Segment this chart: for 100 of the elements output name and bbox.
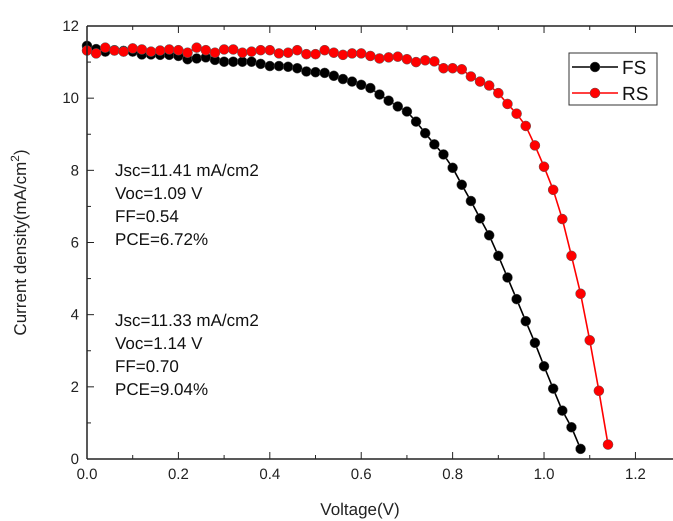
point xyxy=(328,47,340,58)
point xyxy=(191,53,202,64)
point xyxy=(520,120,531,132)
point xyxy=(338,74,348,84)
point xyxy=(575,288,586,299)
point xyxy=(210,47,220,58)
y-tick-label: 2 xyxy=(70,378,79,396)
point xyxy=(447,162,458,174)
point xyxy=(374,89,385,100)
point xyxy=(173,44,184,56)
x-tick-label: 0.6 xyxy=(350,466,372,483)
point xyxy=(346,76,358,87)
point xyxy=(456,64,468,75)
x-axis-title: Voltage(V) xyxy=(320,500,400,519)
point xyxy=(346,48,358,59)
x-tick-label: 0.8 xyxy=(442,466,464,483)
point xyxy=(511,294,522,304)
annotation: Jsc=11.33 mA/cm2 Voc=1.14 V FF=0.70 PCE=9.04% xyxy=(115,311,259,399)
point xyxy=(136,44,148,55)
point xyxy=(301,48,312,60)
point xyxy=(100,42,111,53)
point xyxy=(274,48,284,59)
point xyxy=(429,139,440,150)
point xyxy=(301,66,312,77)
point xyxy=(200,44,212,56)
point xyxy=(365,82,376,94)
x-tick-label: 0.2 xyxy=(168,466,189,483)
point xyxy=(292,44,302,56)
point xyxy=(356,48,366,59)
point xyxy=(420,128,430,138)
point xyxy=(493,250,504,262)
point xyxy=(182,47,193,58)
point xyxy=(365,50,376,62)
point xyxy=(594,386,604,396)
point xyxy=(474,76,486,87)
x-tick-label: 0.4 xyxy=(259,466,280,483)
point xyxy=(127,43,138,54)
point xyxy=(310,48,321,60)
y-tick-label: 6 xyxy=(70,234,79,252)
x-tick-label: 0.0 xyxy=(76,466,98,483)
point xyxy=(255,44,266,56)
legend-label: RS xyxy=(622,84,648,105)
y-tick-label: 4 xyxy=(70,306,79,324)
point xyxy=(383,52,394,63)
point xyxy=(338,50,348,60)
point xyxy=(502,98,513,110)
point xyxy=(575,444,586,454)
point xyxy=(90,48,102,59)
point xyxy=(237,47,248,58)
point xyxy=(557,405,568,416)
point xyxy=(530,140,540,151)
point xyxy=(310,66,321,78)
point xyxy=(466,196,476,206)
point xyxy=(218,44,230,55)
point xyxy=(429,56,440,67)
point xyxy=(255,58,266,70)
point xyxy=(548,184,558,196)
point xyxy=(319,68,330,78)
point xyxy=(154,45,166,56)
x-tick-label: 1.0 xyxy=(534,466,554,483)
point xyxy=(246,56,257,67)
point xyxy=(530,338,540,348)
point xyxy=(493,88,504,98)
point xyxy=(383,95,394,106)
point xyxy=(218,56,230,67)
point xyxy=(374,53,385,64)
point xyxy=(474,213,486,224)
point xyxy=(402,54,412,64)
point xyxy=(511,108,522,119)
point xyxy=(228,44,238,55)
point xyxy=(538,161,550,172)
point xyxy=(484,230,494,241)
point xyxy=(502,272,513,283)
point xyxy=(164,44,175,55)
point xyxy=(402,106,412,117)
point xyxy=(410,116,422,127)
point xyxy=(228,56,238,67)
point xyxy=(274,60,284,72)
point xyxy=(466,71,476,82)
y-tick-label: 10 xyxy=(62,90,79,108)
point xyxy=(282,47,294,58)
point xyxy=(420,55,430,66)
point xyxy=(602,439,614,450)
point xyxy=(438,62,449,74)
point xyxy=(246,46,257,57)
point xyxy=(548,383,558,394)
legend-label: FS xyxy=(622,58,646,79)
y-tick-label: 8 xyxy=(70,162,79,180)
point xyxy=(264,44,276,56)
point xyxy=(191,42,202,53)
point xyxy=(328,70,340,82)
point xyxy=(264,60,276,72)
x-tick-label: 1.2 xyxy=(625,466,646,483)
point xyxy=(456,180,468,190)
point xyxy=(584,335,595,346)
point xyxy=(438,149,449,160)
point xyxy=(356,80,366,90)
annotation: Jsc=11.41 mA/cm2 Voc=1.09 V FF=0.54 PCE=6.72% xyxy=(115,161,259,249)
point xyxy=(447,62,458,74)
point xyxy=(392,51,404,62)
